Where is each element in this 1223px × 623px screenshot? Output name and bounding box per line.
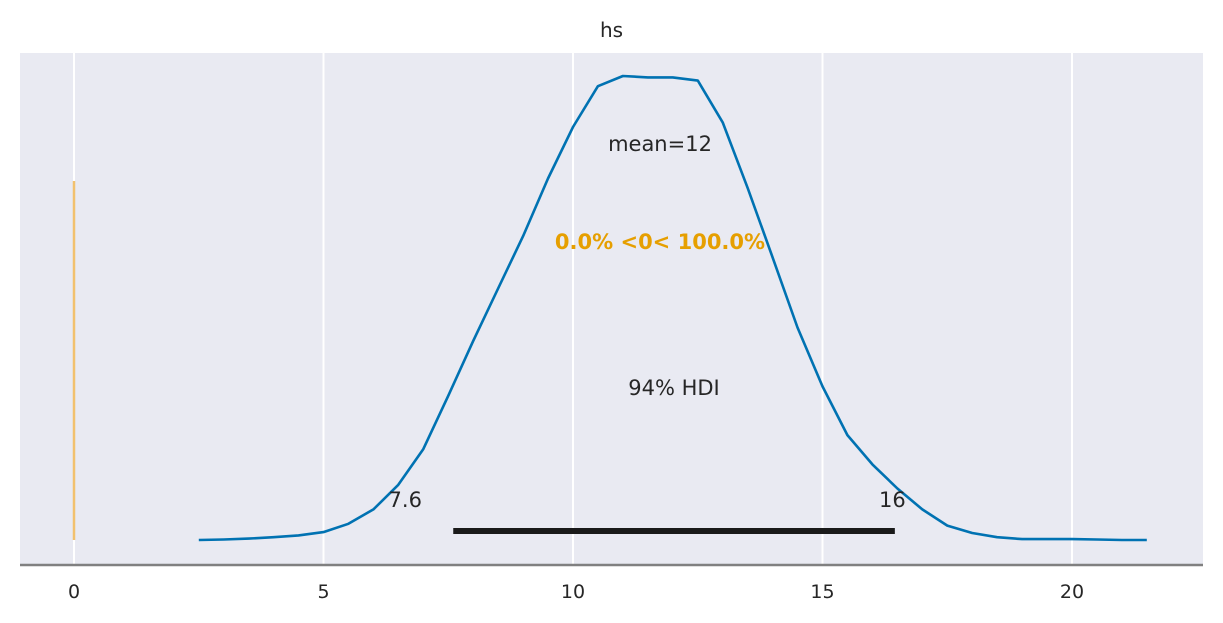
reference-value-label: 0.0% <0< 100.0% [555,230,765,254]
hdi-label: 94% HDI [628,376,720,400]
hdi-upper-label: 16 [879,488,906,512]
hdi-lower-label: 7.6 [389,488,422,512]
x-tick-label-0: 0 [68,581,80,603]
chart-title: hs [600,18,623,42]
mean-label: mean=12 [608,132,712,156]
x-tick-label-10: 10 [561,581,585,603]
density-curve [198,74,1147,542]
x-tick-label-20: 20 [1060,581,1084,603]
x-tick-label-5: 5 [317,581,329,603]
x-axis-ticks: 0 5 10 15 20 [68,581,1084,603]
x-tick-label-15: 15 [810,581,834,603]
plot-background [20,53,1203,565]
